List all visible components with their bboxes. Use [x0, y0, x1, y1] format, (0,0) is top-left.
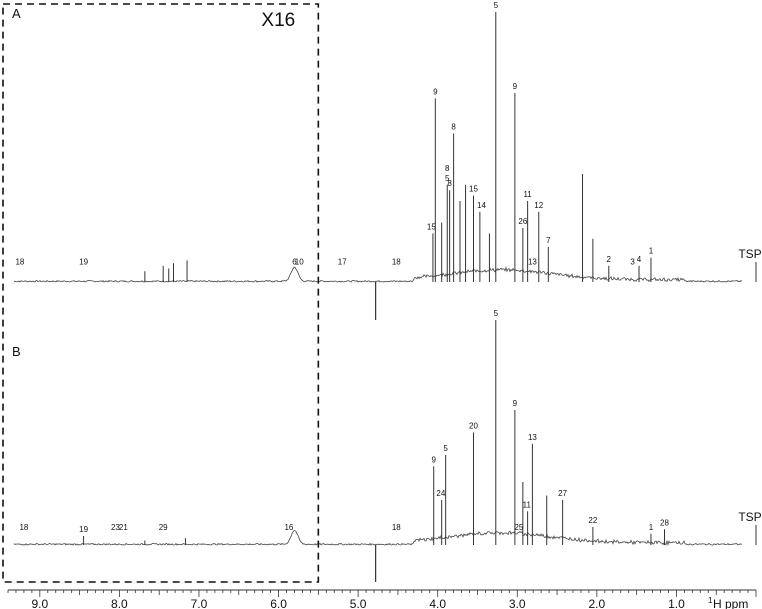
panel-label-B: B	[12, 344, 21, 359]
peak-label-A-17: 4	[637, 255, 642, 264]
peak-label-B-4: 5	[443, 444, 448, 453]
peak-label-B-19: 29	[159, 523, 168, 532]
peak-label-B-11: 1	[649, 523, 654, 532]
tsp-label-B: TSP	[738, 510, 761, 524]
x-tick-label-2: 7.0	[191, 597, 208, 609]
peak-label-A-10: 11	[523, 190, 532, 199]
peak-label-A-23: 18	[15, 258, 24, 267]
peak-label-A-7: 15	[469, 185, 478, 194]
peak-label-B-14: 18	[392, 523, 401, 532]
peak-label-B-3: 9	[431, 455, 436, 464]
peak-label-A-15: 2	[607, 255, 612, 264]
expansion-label: X16	[261, 10, 295, 31]
x-tick-label-3: 6.0	[270, 597, 287, 609]
peak-label-B-2: 9	[513, 399, 518, 408]
peak-label-A-18: 3	[630, 258, 635, 267]
peak-label-A-3: 8	[451, 123, 456, 132]
x-axis-label-sup: 1	[708, 596, 713, 605]
peak-label-A-9: 14	[477, 201, 486, 210]
x-tick-label-5: 4.0	[429, 597, 446, 609]
peak-label-B-9: 27	[558, 489, 567, 498]
peak-label-A-13: 26	[518, 217, 527, 226]
x-tick-label-6: 3.0	[509, 597, 526, 609]
peak-label-B-5: 13	[528, 433, 537, 442]
peak-label-A-21: 17	[338, 258, 347, 267]
peak-label-A-16: 1	[649, 247, 654, 256]
peak-label-A-8: 15	[427, 222, 436, 231]
x-tick-label-1: 8.0	[111, 597, 128, 609]
x-tick-label-8: 1.0	[668, 597, 685, 609]
peak-label-A-5: 8	[445, 164, 450, 173]
peak-label-B-16: 19	[79, 525, 88, 534]
x-axis-label: H ppm	[713, 597, 748, 609]
x-tick-label-7: 2.0	[589, 597, 606, 609]
peak-label-B-15: 18	[19, 523, 28, 532]
peak-label-A-20: 10	[295, 258, 304, 267]
expansion-box	[2, 3, 320, 583]
x-tick-label-4: 5.0	[350, 597, 367, 609]
peak-label-B-1: 20	[469, 422, 478, 431]
peak-label-A-22: 18	[392, 258, 401, 267]
peak-label-A-19: 6	[292, 258, 297, 267]
peak-label-B-8: 24	[436, 489, 445, 498]
peak-label-A-6: 8	[447, 179, 452, 188]
peak-label-B-10: 22	[588, 516, 597, 525]
tsp-label-A: TSP	[738, 247, 761, 261]
peak-label-B-18: 23	[111, 523, 120, 532]
peak-label-B-6: 25	[514, 523, 523, 532]
peak-label-B-12: 28	[660, 518, 669, 527]
x-tick-label-0: 9.0	[31, 597, 48, 609]
peak-label-A-24: 19	[79, 258, 88, 267]
peak-label-B-13: 16	[284, 523, 293, 532]
peak-label-A-2: 9	[513, 82, 518, 91]
peak-label-A-14: 13	[528, 258, 537, 267]
peak-label-B-0: 5	[494, 309, 499, 318]
peak-label-A-11: 12	[534, 201, 543, 210]
spectrum-A	[13, 266, 743, 283]
peak-label-B-17: 21	[119, 523, 128, 532]
panel-label-A: A	[12, 6, 21, 21]
spectrum-B	[13, 530, 743, 546]
peak-label-B-7: 11	[523, 500, 532, 509]
peak-label-A-1: 9	[433, 87, 438, 96]
peak-label-A-4: 5	[445, 174, 450, 183]
peak-label-A-0: 5	[494, 1, 499, 10]
peak-label-A-12: 7	[546, 236, 551, 245]
